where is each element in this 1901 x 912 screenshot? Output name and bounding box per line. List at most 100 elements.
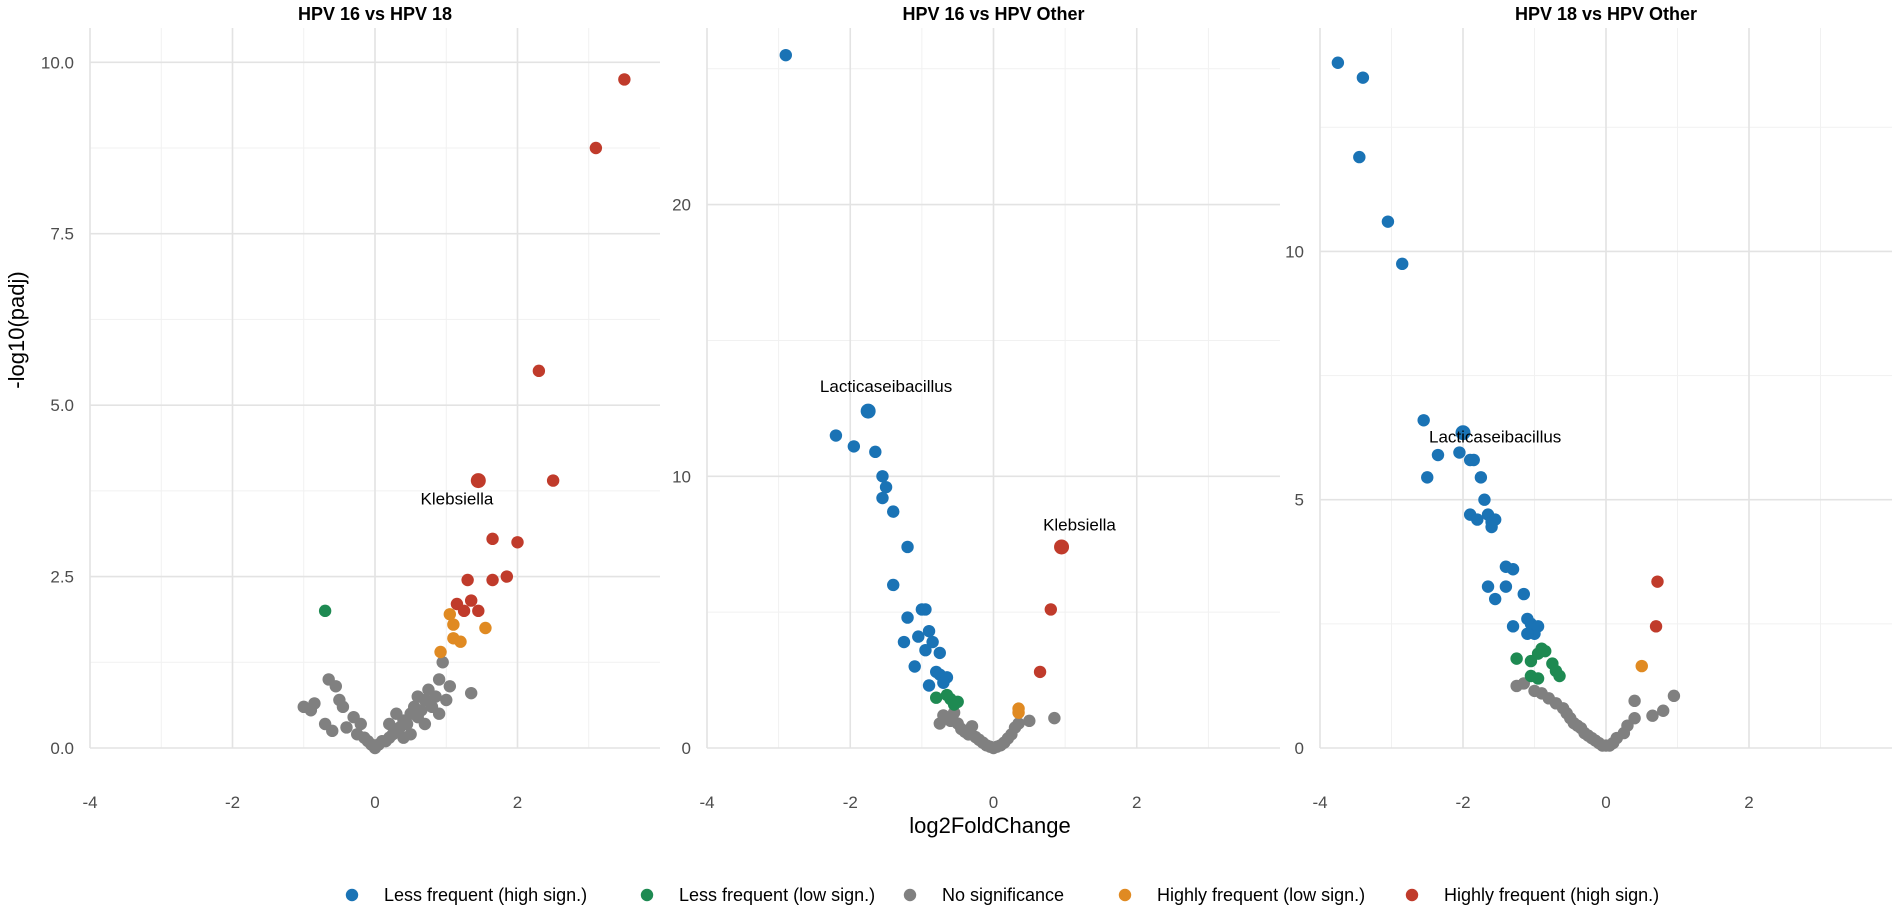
data-point: [308, 697, 321, 710]
y-tick-label: 0.0: [50, 739, 74, 758]
data-point: [779, 48, 792, 62]
data-point: [532, 364, 546, 378]
data-point: [1467, 453, 1480, 467]
data-point: [901, 611, 914, 624]
data-point: [876, 491, 889, 505]
data-point: [546, 474, 560, 487]
data-point: [1485, 520, 1498, 534]
legend-item: Highly frequent (low sign.): [1118, 885, 1365, 905]
data-point: [930, 691, 943, 704]
data-point: [1048, 711, 1061, 725]
data-point: [400, 717, 414, 731]
data-point: [912, 630, 925, 643]
panel-title: HPV 16 vs HPV Other: [902, 4, 1084, 24]
x-tick-label: 0: [989, 793, 998, 812]
data-point: [436, 656, 449, 669]
data-point: [922, 624, 936, 638]
y-tick-label: 0: [682, 739, 691, 758]
data-point: [383, 717, 396, 731]
point-annotation: Lacticaseibacillus: [1429, 428, 1561, 447]
data-point: [1510, 652, 1523, 665]
data-point: [1012, 702, 1025, 715]
data-point: [1531, 620, 1545, 633]
legend: Less frequent (high sign.) Less frequent …: [345, 885, 1659, 905]
data-point: [1396, 257, 1409, 271]
data-point: [1431, 448, 1445, 462]
data-point: [1651, 575, 1664, 588]
y-tick-label: 10: [672, 467, 691, 486]
legend-label: Highly frequent (low sign.): [1157, 885, 1365, 905]
data-point: [434, 645, 447, 659]
x-tick-label: 0: [1601, 793, 1610, 812]
data-point: [1453, 446, 1466, 459]
data-point: [447, 618, 460, 631]
data-point: [432, 673, 446, 686]
point-annotation: Lacticaseibacillus: [820, 377, 952, 396]
legend-marker: [903, 888, 917, 902]
data-point: [1506, 563, 1520, 576]
data-point: [486, 532, 499, 546]
data-point: [919, 643, 932, 657]
data-point: [415, 704, 428, 717]
panels-layer: HPV 16 vs HPV 18 -4 -2 0 2 0.0 2.5 5.0 7.5 10.0 Kl…: [41, 4, 1892, 812]
data-point: [897, 635, 911, 649]
y-tick-label: 20: [672, 196, 691, 215]
data-point: [919, 603, 932, 616]
legend-label: Less frequent (low sign.): [679, 885, 875, 905]
data-point: [1553, 669, 1566, 683]
data-point: [329, 680, 343, 693]
y-tick-label: 0: [1295, 739, 1304, 758]
legend-item: Highly frequent (high sign.): [1405, 885, 1659, 905]
data-point: [336, 700, 350, 714]
data-point: [340, 721, 353, 734]
data-point: [432, 707, 446, 720]
data-point: [457, 604, 471, 618]
data-point: [933, 646, 946, 660]
point-annotation: Klebsiella: [421, 490, 494, 509]
data-point: [1517, 587, 1530, 601]
data-point: [479, 621, 492, 635]
data-point: [1421, 471, 1434, 484]
data-point: [354, 717, 367, 731]
x-tick-label: -2: [225, 793, 240, 812]
data-point: [461, 573, 474, 587]
data-point: [1649, 620, 1663, 633]
data-point: [464, 594, 478, 607]
legend-label: No significance: [942, 885, 1064, 905]
data-point: [318, 604, 332, 618]
y-tick-label: 10.0: [41, 53, 74, 72]
x-tick-label: 2: [513, 793, 522, 812]
panel-2: HPV 16 vs HPV Other-4 -2 0 201020Lacticasei…: [672, 4, 1280, 812]
data-point: [1667, 689, 1681, 703]
data-point: [937, 676, 950, 689]
x-axis-label: log2FoldChange: [909, 813, 1070, 838]
x-tick-label: -4: [82, 793, 97, 812]
point-annotation: Klebsiella: [1043, 516, 1116, 535]
data-point: [1657, 704, 1670, 717]
data-point: [1531, 672, 1545, 685]
data-point: [1628, 694, 1641, 708]
data-point: [390, 707, 403, 720]
legend-item: No significance: [903, 885, 1064, 905]
data-point: [1635, 659, 1648, 673]
data-point: [397, 731, 410, 744]
data-point: [618, 73, 631, 86]
data-point: [326, 724, 339, 738]
data-point: [1628, 712, 1641, 725]
x-tick-label: -4: [1312, 793, 1327, 812]
data-point: [443, 680, 457, 693]
data-point: [908, 660, 921, 673]
data-point: [1455, 425, 1471, 441]
y-tick-label: 5.0: [50, 396, 74, 415]
panel-title: HPV 18 vs HPV Other: [1515, 4, 1697, 24]
data-point: [1331, 56, 1345, 69]
data-point: [829, 429, 843, 442]
data-point: [965, 720, 979, 733]
data-point: [440, 693, 453, 707]
data-point: [429, 690, 442, 703]
data-point: [500, 570, 514, 583]
legend-marker: [345, 888, 359, 902]
data-point: [1033, 665, 1047, 679]
data-point: [887, 578, 900, 592]
panel-3: HPV 18 vs HPV Other -4 -2 0 2 0 5 10 Lacticaseib…: [1285, 4, 1892, 812]
